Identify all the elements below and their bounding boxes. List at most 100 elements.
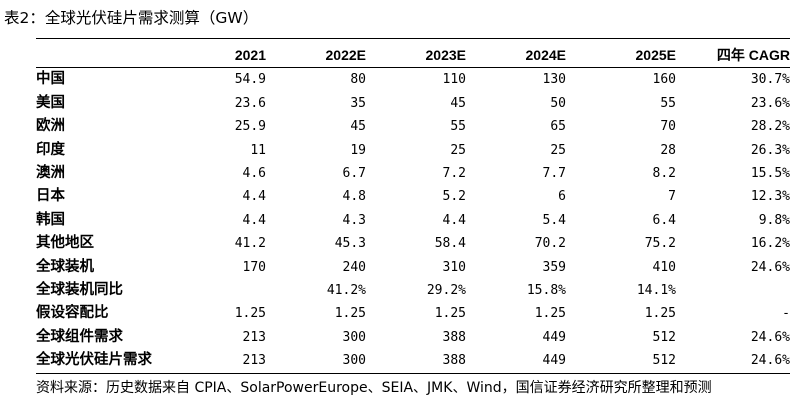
table-cell: 1.25 <box>234 306 266 322</box>
table-cell: 1.25 <box>644 306 676 322</box>
table-cell: 7.2 <box>442 166 466 182</box>
table-title: 表2：全球光伏硅片需求测算（GW） <box>4 9 259 27</box>
table-cell: 75.2 <box>644 236 676 252</box>
table-cell: 388 <box>366 349 466 374</box>
table-cell: 25 <box>550 142 566 158</box>
table-cell: 45.3 <box>334 236 366 252</box>
table-cell: 5.2 <box>442 189 466 205</box>
table-row: 美国 23.6 35 45 50 55 23.6% <box>36 92 790 115</box>
table-cell: 24.6% <box>676 349 790 374</box>
table-cell: 19 <box>350 142 366 158</box>
row-label: 中国 <box>36 71 65 88</box>
column-header: 2021 <box>166 44 266 69</box>
table-cell: 1.25 <box>434 306 466 322</box>
column-header: 2024E <box>466 44 566 69</box>
table-cell: 213 <box>166 349 266 374</box>
table-cell: 160 <box>652 72 676 88</box>
column-header: 2023E <box>366 44 466 69</box>
table-cell: 26.3% <box>750 142 790 158</box>
table-cell: 4.4 <box>242 212 266 228</box>
table-cell: 24.6% <box>750 329 790 345</box>
table-cell: 6.7 <box>342 166 366 182</box>
table-cell: 4.8 <box>342 189 366 205</box>
demand-table: 2021 2022E 2023E 2024E 2025E 四年 CAGR 中国 5… <box>36 44 790 374</box>
row-label: 其他地区 <box>36 235 94 252</box>
table-cell: 15.5% <box>750 166 790 182</box>
table-cell: 4.3 <box>342 212 366 228</box>
table-cell: 300 <box>266 349 366 374</box>
table-cell: 4.4 <box>242 189 266 205</box>
column-header: 2022E <box>266 44 366 69</box>
table-cell: 70.2 <box>534 236 566 252</box>
table-cell: 15.8% <box>526 283 566 299</box>
row-label: 假设容配比 <box>36 305 109 322</box>
table-cell: 7.7 <box>542 166 566 182</box>
table-cell: 54.9 <box>234 72 266 88</box>
table-cell <box>676 279 790 302</box>
table-cell: - <box>782 306 790 322</box>
header-row: 2021 2022E 2023E 2024E 2025E 四年 CAGR <box>36 44 790 69</box>
table-cell: 170 <box>242 259 266 275</box>
table-row: 全球装机同比 41.2% 29.2% 15.8% 14.1% <box>36 279 790 302</box>
table-cell: 240 <box>342 259 366 275</box>
table-cell: 45 <box>450 95 466 111</box>
table-cell: 1.25 <box>334 306 366 322</box>
table-row: 中国 54.9 80 110 130 160 30.7% <box>36 68 790 92</box>
table-cell: 28.2% <box>750 119 790 135</box>
table-cell: 70 <box>660 119 676 135</box>
table-cell: 8.2 <box>652 166 676 182</box>
table-cell: 65 <box>550 119 566 135</box>
row-label: 美国 <box>36 94 65 111</box>
table-row: 欧洲 25.9 45 55 65 70 28.2% <box>36 115 790 138</box>
table-cell: 23.6% <box>750 95 790 111</box>
table-row: 日本 4.4 4.8 5.2 6 7 12.3% <box>36 185 790 208</box>
table-cell: 30.7% <box>750 72 790 88</box>
table-cell: 35 <box>350 95 366 111</box>
table-cell: 410 <box>652 259 676 275</box>
table-row: 全球组件需求 213 300 388 449 512 24.6% <box>36 326 790 349</box>
table-cell: 50 <box>550 95 566 111</box>
table-cell: 14.1% <box>636 283 676 299</box>
source-note: 资料来源：历史数据来自 CPIA、SolarPowerEurope、SEIA、J… <box>36 380 712 396</box>
table-row: 印度 11 19 25 25 28 26.3% <box>36 139 790 162</box>
table-row: 全球装机 170 240 310 359 410 24.6% <box>36 256 790 279</box>
table-row: 澳洲 4.6 6.7 7.2 7.7 8.2 15.5% <box>36 162 790 185</box>
table-cell: 25.9 <box>234 119 266 135</box>
table-row: 其他地区 41.2 45.3 58.4 70.2 75.2 16.2% <box>36 232 790 255</box>
table-cell: 130 <box>542 72 566 88</box>
table-cell: 41.2% <box>326 283 366 299</box>
table-top-rule <box>36 38 790 39</box>
row-label: 日本 <box>36 188 65 205</box>
table-cell: 449 <box>542 329 566 345</box>
table-cell: 28 <box>660 142 676 158</box>
table-cell <box>166 279 266 302</box>
table-cell: 1.25 <box>534 306 566 322</box>
row-label: 韩国 <box>36 211 65 228</box>
table-cell: 55 <box>660 95 676 111</box>
table-cell: 45 <box>350 119 366 135</box>
table-cell: 29.2% <box>426 283 466 299</box>
table-cell: 359 <box>542 259 566 275</box>
row-label: 欧洲 <box>36 118 65 135</box>
table-cell: 7 <box>668 189 676 205</box>
row-label: 全球组件需求 <box>36 328 123 345</box>
row-label: 全球装机 <box>36 258 94 275</box>
table-cell: 388 <box>442 329 466 345</box>
table-cell: 512 <box>566 349 676 374</box>
table-cell: 6.4 <box>652 212 676 228</box>
table-cell: 213 <box>242 329 266 345</box>
table-cell: 449 <box>466 349 566 374</box>
table-cell: 110 <box>442 72 466 88</box>
table-row: 全球光伏硅片需求 213 300 388 449 512 24.6% <box>36 349 790 374</box>
table-cell: 6 <box>558 189 566 205</box>
table-cell: 25 <box>450 142 466 158</box>
table-cell: 23.6 <box>234 95 266 111</box>
table-cell: 4.6 <box>242 166 266 182</box>
table-cell: 4.4 <box>442 212 466 228</box>
table-cell: 310 <box>442 259 466 275</box>
table-cell: 5.4 <box>542 212 566 228</box>
table-cell: 12.3% <box>750 189 790 205</box>
table-cell: 80 <box>350 72 366 88</box>
table-cell: 58.4 <box>434 236 466 252</box>
